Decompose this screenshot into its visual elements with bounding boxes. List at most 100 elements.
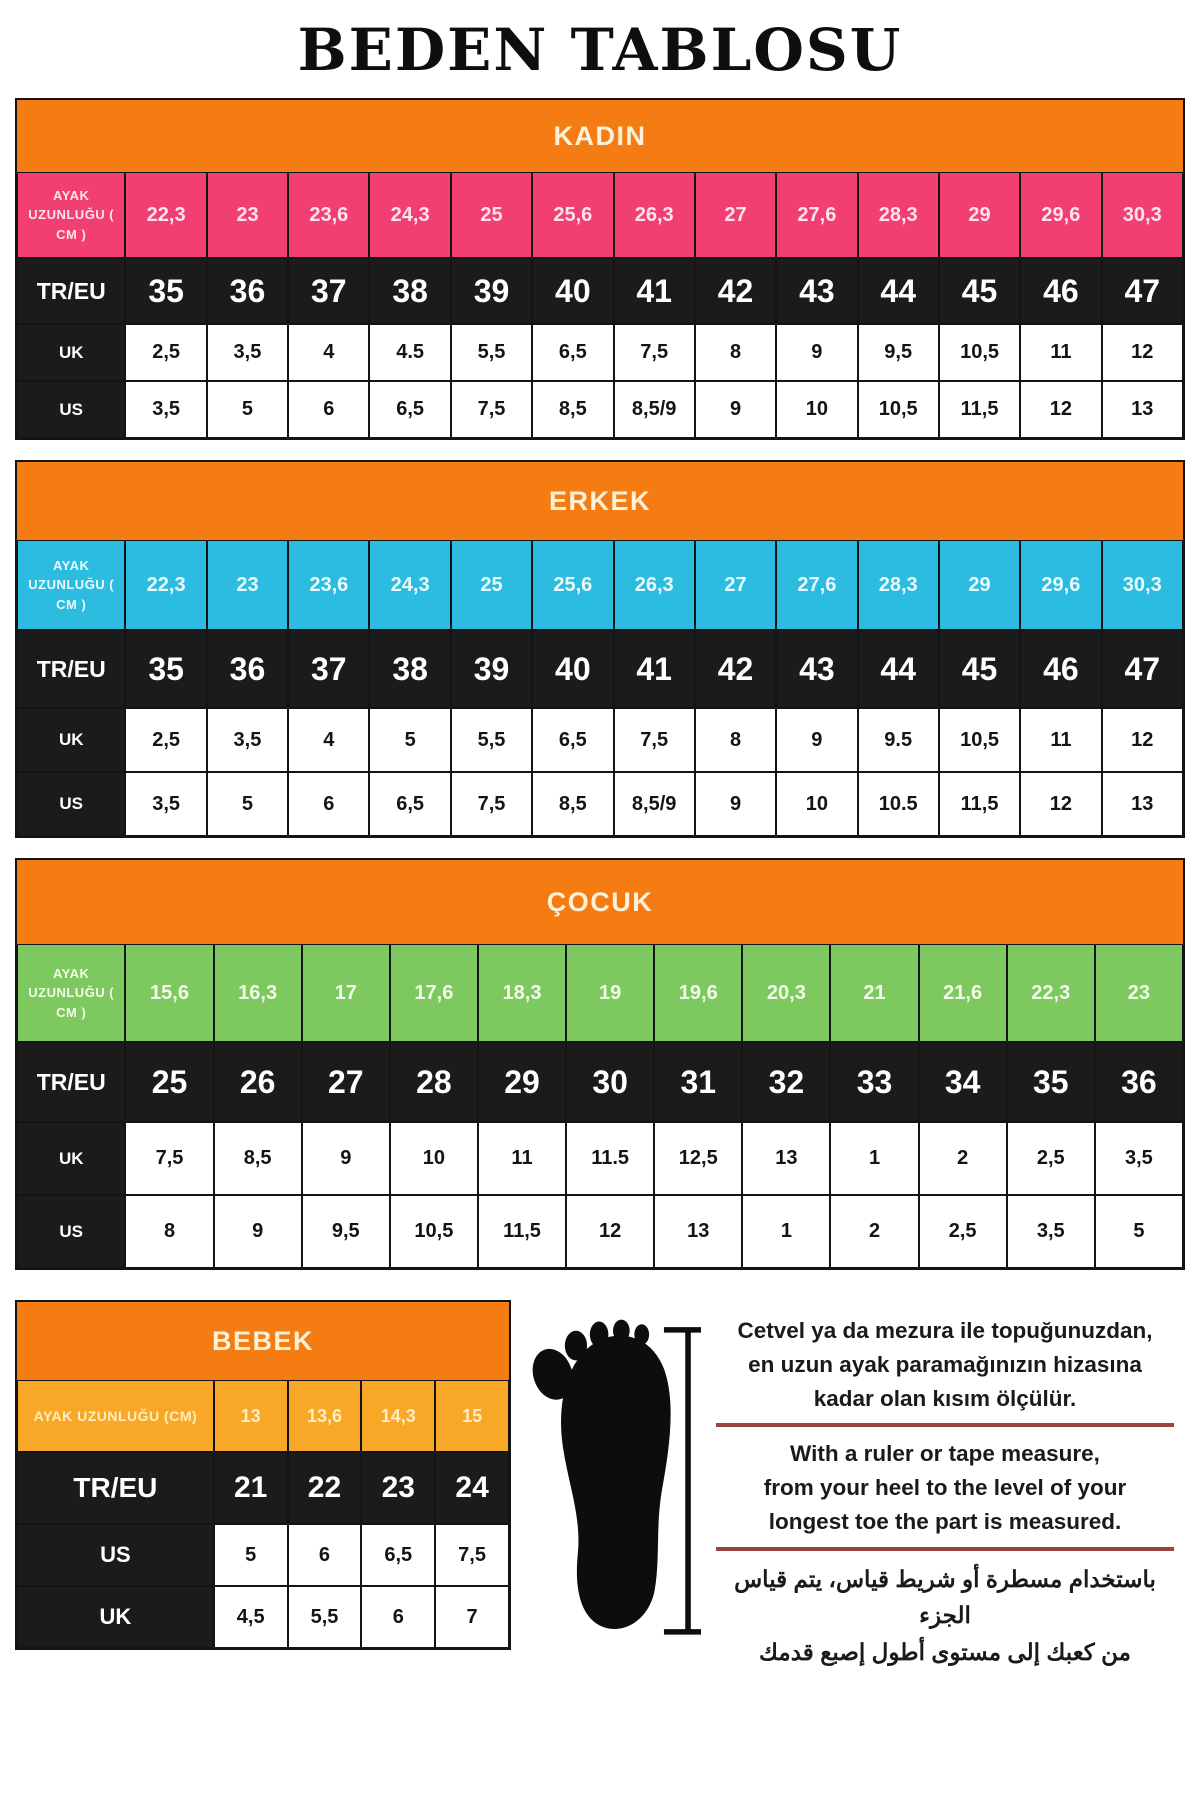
size-cell: 2 [830, 1195, 919, 1268]
size-cell: 26,3 [613, 540, 695, 630]
size-cell: 13,6 [287, 1380, 362, 1452]
size-cell: 13 [1101, 381, 1183, 438]
size-cell: 11,5 [477, 1195, 567, 1268]
size-cell: 8 [694, 708, 777, 772]
size-cell: 6,5 [532, 708, 614, 772]
size-cell: 7 [435, 1586, 509, 1648]
row-label: US [17, 1524, 214, 1586]
size-cell: 6 [288, 381, 370, 438]
foot-figure [511, 1300, 701, 1657]
size-cell: 37 [288, 630, 370, 708]
row-label: UK [17, 1586, 214, 1648]
size-cell: 2,5 [918, 1195, 1007, 1268]
measure-line-icon [663, 1327, 701, 1635]
instruction-ar-line2: من كعبك إلى مستوى أطول إصبع قدمك [759, 1639, 1131, 1666]
size-cell: 29,6 [1020, 540, 1102, 630]
size-cell: 22,3 [1006, 944, 1095, 1042]
row-label: US [17, 381, 126, 438]
size-cell: 11.5 [566, 1122, 655, 1195]
size-cell: 14,3 [361, 1380, 436, 1452]
size-cell: 2 [918, 1122, 1007, 1195]
size-cell: 1 [742, 1195, 831, 1268]
size-cell: 7,5 [435, 1524, 509, 1586]
size-cell: 35 [125, 630, 207, 708]
size-cell: 3,5 [125, 772, 207, 836]
size-cell: 12 [1101, 324, 1183, 381]
size-cell: 42 [694, 630, 777, 708]
size-cell: 4,5 [213, 1586, 288, 1648]
size-cell: 5 [369, 708, 451, 772]
size-cell: 43 [776, 258, 858, 324]
size-cell: 5,5 [450, 324, 533, 381]
size-cell: 10 [389, 1122, 478, 1195]
size-cell: 40 [532, 258, 614, 324]
row-label: TR/EU [17, 1042, 126, 1122]
size-cell: 27 [694, 172, 777, 258]
size-cell: 46 [1020, 258, 1102, 324]
size-cell: 30 [566, 1042, 655, 1122]
row-label: TR/EU [17, 258, 126, 324]
size-cell: 12 [1020, 772, 1102, 836]
size-cell: 4 [288, 324, 370, 381]
bebek-table-body: AYAK UZUNLUĞU (CM) 13 13,6 14,3 15 TR/EU 21 22 2… [17, 1380, 509, 1648]
size-cell: 7,5 [125, 1122, 214, 1195]
size-cell: 27,6 [776, 540, 858, 630]
size-cell: 12 [566, 1195, 655, 1268]
row-label: AYAK UZUNLUĞU ( CM ) [17, 944, 126, 1042]
size-cell: 8,5/9 [613, 772, 695, 836]
size-cell: 26 [213, 1042, 302, 1122]
size-cell: 27 [694, 540, 777, 630]
size-cell: 6 [288, 772, 370, 836]
size-cell: 24,3 [369, 172, 451, 258]
size-cell: 9,5 [301, 1195, 390, 1268]
size-cell: 13 [742, 1122, 831, 1195]
size-cell: 28,3 [857, 172, 939, 258]
size-cell: 37 [288, 258, 370, 324]
size-cell: 7,5 [613, 708, 695, 772]
kadin-table: KADIN AYAK UZUNLUĞU ( CM ) 22,3 23 23,6 24,3… [15, 98, 1185, 440]
foot-silhouette-icon [532, 1319, 671, 1629]
size-cell: 41 [613, 630, 695, 708]
size-cell: 47 [1101, 630, 1183, 708]
size-cell: 13 [213, 1380, 288, 1452]
size-cell: 36 [1094, 1042, 1183, 1122]
row-label: AYAK UZUNLUĞU ( CM ) [17, 172, 126, 258]
size-cell: 24,3 [369, 540, 451, 630]
measuring-instructions: Cetvel ya da mezura ile topuğunuzdan, en… [701, 1300, 1185, 1671]
size-cell: 6 [361, 1586, 436, 1648]
row-label: UK [17, 1122, 126, 1195]
size-cell: 2,5 [1006, 1122, 1095, 1195]
size-cell: 11 [1020, 324, 1102, 381]
size-cell: 29 [938, 540, 1021, 630]
size-cell: 9 [213, 1195, 302, 1268]
size-cell: 8,5 [532, 381, 614, 438]
size-cell: 8,5 [532, 772, 614, 836]
size-cell: 8 [694, 324, 777, 381]
instruction-en-line3: longest toe the part is measured. [768, 1508, 1122, 1534]
size-cell: 6,5 [361, 1524, 436, 1586]
size-cell: 9,5 [857, 324, 939, 381]
size-cell: 6,5 [532, 324, 614, 381]
row-label: AYAK UZUNLUĞU (CM) [17, 1380, 214, 1452]
size-cell: 19 [566, 944, 655, 1042]
size-cell: 8 [125, 1195, 214, 1268]
size-cell: 9 [694, 772, 777, 836]
size-cell: 30,3 [1101, 540, 1183, 630]
size-cell: 29,6 [1020, 172, 1102, 258]
size-cell: 15 [435, 1380, 509, 1452]
cocuk-table-body: AYAK UZUNLUĞU ( CM ) 15,6 16,3 17 17,6 18,3 19… [17, 944, 1183, 1268]
size-cell: 8,5/9 [613, 381, 695, 438]
bebek-header: BEBEK [17, 1302, 509, 1380]
size-cell: 23,6 [288, 540, 370, 630]
size-cell: 10.5 [857, 772, 939, 836]
size-cell: 34 [918, 1042, 1007, 1122]
erkek-table-body: AYAK UZUNLUĞU ( CM ) 22,3 23 23,6 24,3 25 25,6… [17, 540, 1183, 836]
kadin-header: KADIN [17, 100, 1183, 172]
size-cell: 13 [1101, 772, 1183, 836]
size-cell: 40 [532, 630, 614, 708]
size-cell: 22,3 [125, 172, 207, 258]
row-label: UK [17, 324, 126, 381]
size-cell: 7,5 [450, 381, 533, 438]
size-cell: 25,6 [532, 540, 614, 630]
